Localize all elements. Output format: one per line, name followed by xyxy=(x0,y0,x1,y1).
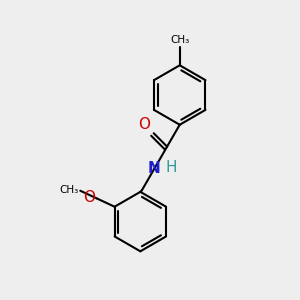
Text: N: N xyxy=(148,161,161,176)
Text: O: O xyxy=(138,117,150,132)
Text: O: O xyxy=(83,190,95,205)
Text: H: H xyxy=(166,160,177,175)
Text: CH₃: CH₃ xyxy=(170,35,189,45)
Text: CH₃: CH₃ xyxy=(59,185,79,195)
